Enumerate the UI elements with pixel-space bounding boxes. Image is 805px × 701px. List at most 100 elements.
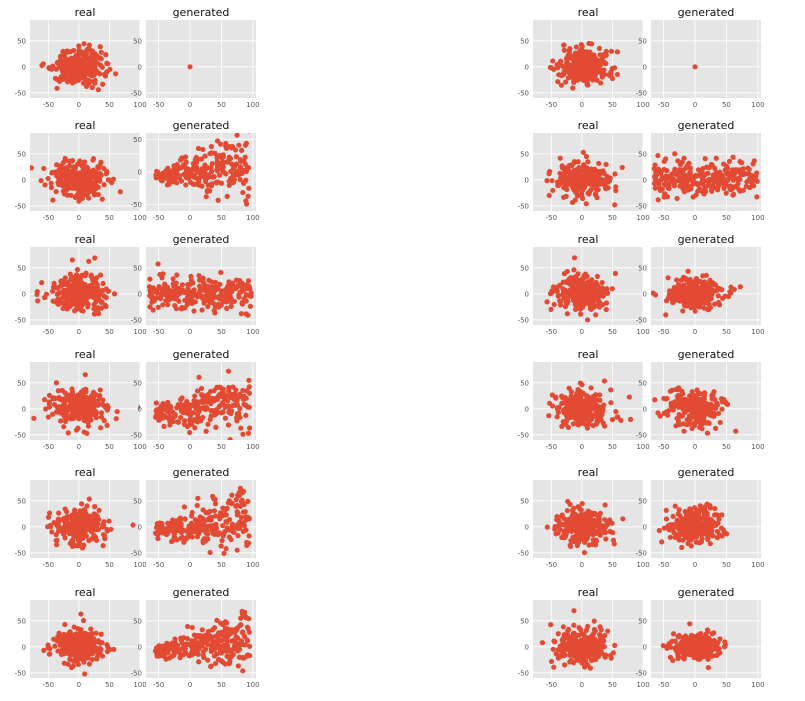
y-tick-label: -50 [131, 316, 142, 324]
data-point [603, 161, 609, 168]
data-point [84, 503, 90, 509]
data-point [57, 418, 64, 424]
x-tick-label: -50 [658, 561, 669, 569]
data-point [245, 312, 251, 318]
data-point [587, 510, 593, 516]
data-point [598, 80, 604, 86]
data-point [574, 193, 581, 199]
data-point [703, 272, 709, 278]
x-tick-label: 0 [693, 328, 697, 336]
data-point [228, 408, 235, 414]
data-point [189, 297, 195, 303]
y-tick-label: 0 [22, 290, 26, 298]
data-point [181, 504, 188, 510]
x-tick-label: 0 [77, 101, 81, 109]
data-point [59, 278, 65, 284]
data-point [65, 171, 71, 178]
data-point [223, 140, 229, 147]
data-point [89, 403, 95, 409]
data-point [721, 161, 727, 167]
data-point [46, 392, 53, 398]
data-point [199, 307, 205, 313]
data-point [104, 528, 111, 534]
data-point [676, 393, 682, 399]
data-point [581, 549, 588, 556]
scatter-points [546, 378, 634, 431]
data-point [61, 412, 67, 419]
data-point [688, 172, 694, 178]
data-point [589, 518, 595, 525]
data-point [690, 194, 696, 200]
x-tick-label: 0 [77, 561, 81, 569]
data-point [599, 404, 605, 411]
data-point [737, 188, 743, 194]
subplot-title: generated [173, 348, 230, 361]
data-point [45, 414, 51, 420]
x-tick-label: 100 [751, 561, 764, 569]
y-tick-label: -50 [131, 431, 142, 439]
data-point [179, 282, 186, 288]
data-point [97, 178, 103, 184]
data-point [82, 533, 88, 539]
data-point [709, 162, 715, 168]
y-tick-label: 0 [643, 290, 647, 298]
x-tick-label: 100 [133, 214, 146, 222]
data-point [101, 182, 107, 188]
data-point [690, 179, 696, 185]
x-tick-label: 0 [188, 443, 192, 451]
data-point [562, 279, 568, 285]
data-point [601, 529, 607, 535]
data-point [659, 174, 665, 180]
data-point [594, 273, 601, 279]
data-point [575, 515, 581, 521]
y-tick-label: -50 [636, 89, 647, 97]
data-point [210, 174, 216, 180]
data-point [184, 301, 190, 308]
x-tick-label: -50 [546, 328, 557, 336]
data-point [97, 272, 104, 278]
data-point [56, 61, 62, 68]
data-point [740, 166, 746, 172]
data-point [69, 416, 75, 422]
data-point [99, 81, 106, 87]
data-point [241, 180, 247, 186]
data-point [38, 177, 44, 184]
data-point [104, 69, 110, 75]
data-point [57, 53, 64, 59]
data-point [231, 529, 237, 535]
data-point [192, 393, 198, 399]
scatter-points [34, 255, 118, 317]
data-point [105, 61, 111, 67]
data-point [199, 183, 205, 189]
data-point [601, 378, 608, 384]
data-point [234, 411, 240, 417]
data-point [610, 537, 617, 543]
data-point [75, 61, 81, 67]
data-point [728, 290, 734, 296]
data-point [50, 411, 56, 417]
y-tick-label: 50 [520, 150, 529, 158]
data-point [176, 173, 182, 179]
data-point [241, 158, 247, 164]
data-point [659, 186, 665, 192]
data-point [57, 290, 63, 296]
data-point [248, 290, 254, 296]
data-point [100, 543, 106, 549]
data-point [544, 524, 550, 530]
scatter-points [30, 155, 123, 204]
data-point [113, 416, 119, 422]
data-point [564, 507, 570, 514]
data-point [101, 531, 107, 538]
data-point [235, 533, 241, 539]
data-point [601, 525, 608, 531]
x-tick-label: 100 [246, 214, 259, 222]
x-tick-label: 50 [722, 214, 731, 222]
data-point [707, 182, 713, 188]
x-tick-label: -50 [658, 214, 669, 222]
data-point [661, 194, 667, 200]
x-tick-label: 100 [246, 328, 259, 336]
